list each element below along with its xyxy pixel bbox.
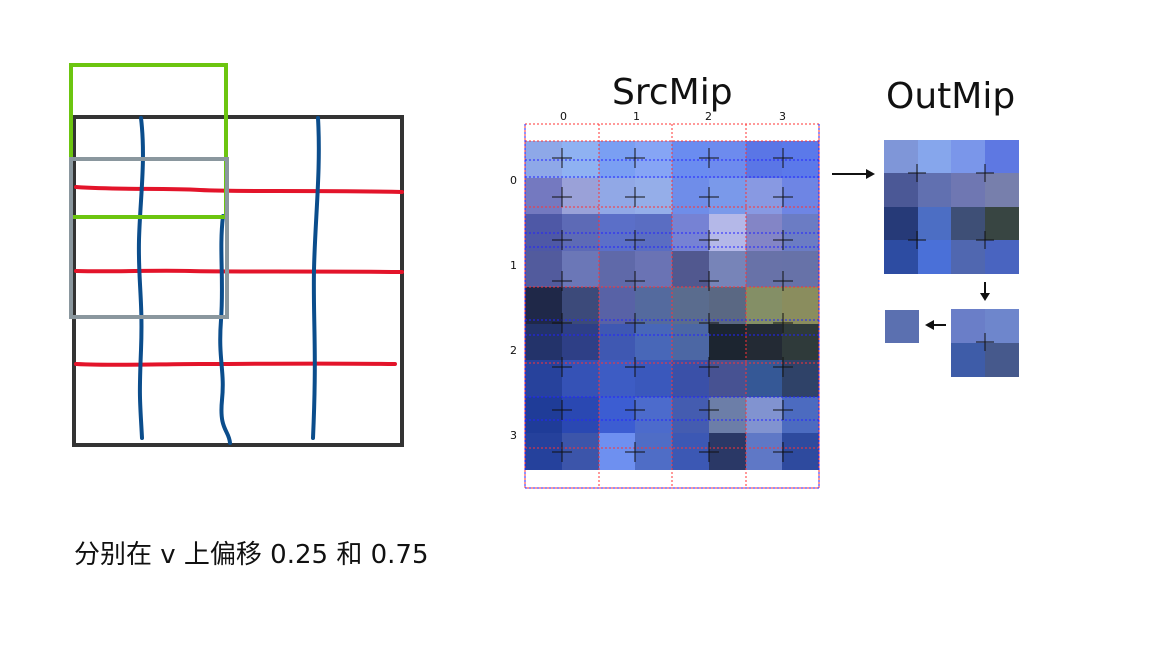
pixel-cell	[708, 177, 746, 215]
pixel-cell	[951, 173, 985, 208]
pixel-cell	[708, 323, 746, 361]
arrow-right-icon	[832, 169, 875, 179]
pixel-cell	[598, 287, 636, 325]
pixel-cell	[598, 323, 636, 361]
red-sample-line-1	[74, 185, 404, 194]
pixel-cell	[745, 396, 783, 434]
pixel-cell	[561, 214, 599, 252]
pixel-cell	[884, 206, 918, 241]
pixel-cell	[884, 173, 918, 208]
pixel-cell	[708, 396, 746, 434]
src-row-tick-1: 1	[510, 259, 517, 272]
red-sample-line-2	[74, 268, 404, 274]
pixel-cell	[745, 141, 783, 178]
pixel-cell	[782, 360, 820, 398]
pixel-cell	[917, 239, 952, 274]
pixel-cell	[984, 206, 1019, 241]
pixel-cell	[635, 177, 673, 215]
src-col-tick-3: 3	[779, 110, 786, 123]
src-col-tick-1: 1	[633, 110, 640, 123]
pixel-cell	[782, 177, 820, 215]
pixel-cell	[884, 239, 918, 274]
src-mip-grid	[525, 141, 820, 471]
blue-sample-line-3	[311, 116, 321, 440]
pixel-cell	[708, 287, 746, 325]
texture-frame	[72, 115, 404, 447]
pixel-cell	[672, 287, 709, 325]
pixel-cell	[525, 287, 562, 325]
pixel-cell	[635, 287, 673, 325]
pixel-cell	[745, 214, 783, 252]
pixel-cell	[951, 239, 985, 274]
pixel-cell	[951, 309, 985, 343]
pixel-cell	[782, 396, 820, 434]
arrow-down-icon	[980, 282, 990, 301]
pixel-cell	[951, 342, 985, 377]
out-mip-title: OutMip	[886, 76, 1016, 117]
pixel-cell	[525, 360, 562, 398]
pixel-cell	[525, 214, 562, 252]
pixel-cell	[984, 309, 1019, 343]
pixel-cell	[745, 323, 783, 361]
pixel-cell	[525, 323, 562, 361]
pixel-cell	[598, 396, 636, 434]
pixel-cell	[745, 177, 783, 215]
blue-sample-line-2	[218, 214, 232, 445]
pixel-cell	[561, 323, 599, 361]
src-row-tick-3: 3	[510, 429, 517, 442]
pixel-cell	[917, 140, 952, 174]
out-mip-next-level	[951, 309, 1019, 377]
pixel-cell	[635, 323, 673, 361]
pixel-cell	[951, 206, 985, 241]
pixel-cell	[984, 173, 1019, 208]
pixel-cell	[984, 140, 1019, 174]
pixel-cell	[782, 323, 820, 361]
red-sample-line-3	[74, 361, 397, 367]
pixel-cell	[672, 360, 709, 398]
pixel-cell	[525, 396, 562, 434]
pixel-cell	[561, 177, 599, 215]
pixel-cell	[672, 177, 709, 215]
src-row-tick-0: 0	[510, 174, 517, 187]
pixel-cell	[917, 206, 952, 241]
pixel-cell	[984, 342, 1019, 377]
arrow-left-icon	[925, 320, 946, 330]
out-mip-grid	[884, 140, 1019, 274]
pixel-cell	[884, 140, 918, 174]
src-row-tick-2: 2	[510, 344, 517, 357]
pixel-cell	[561, 396, 599, 434]
pixel-cell	[984, 239, 1019, 274]
pixel-cell	[917, 173, 952, 208]
pixel-cell	[561, 287, 599, 325]
blue-sample-line-1	[136, 116, 145, 440]
pixel-cell	[598, 360, 636, 398]
pixel-cell	[782, 287, 820, 325]
pixel-cell	[708, 360, 746, 398]
pixel-cell	[561, 141, 599, 178]
pixel-cell	[635, 360, 673, 398]
pixel-cell	[672, 396, 709, 434]
pixel-cell	[525, 177, 562, 215]
green-sample-box	[69, 63, 228, 219]
pixel-cell	[525, 141, 562, 178]
pixel-cell	[745, 287, 783, 325]
pixel-cell	[561, 360, 599, 398]
pixel-cell	[598, 177, 636, 215]
src-col-tick-0: 0	[560, 110, 567, 123]
gray-sample-box	[69, 157, 229, 319]
pixel-cell	[951, 140, 985, 174]
pixel-cell	[635, 396, 673, 434]
pixel-cell	[745, 360, 783, 398]
src-mip-title: SrcMip	[612, 72, 733, 113]
pixel-cell	[672, 323, 709, 361]
out-mip-final-pixel	[885, 310, 919, 343]
caption-text: 分别在 v 上偏移 0.25 和 0.75	[74, 540, 429, 570]
src-col-tick-2: 2	[705, 110, 712, 123]
